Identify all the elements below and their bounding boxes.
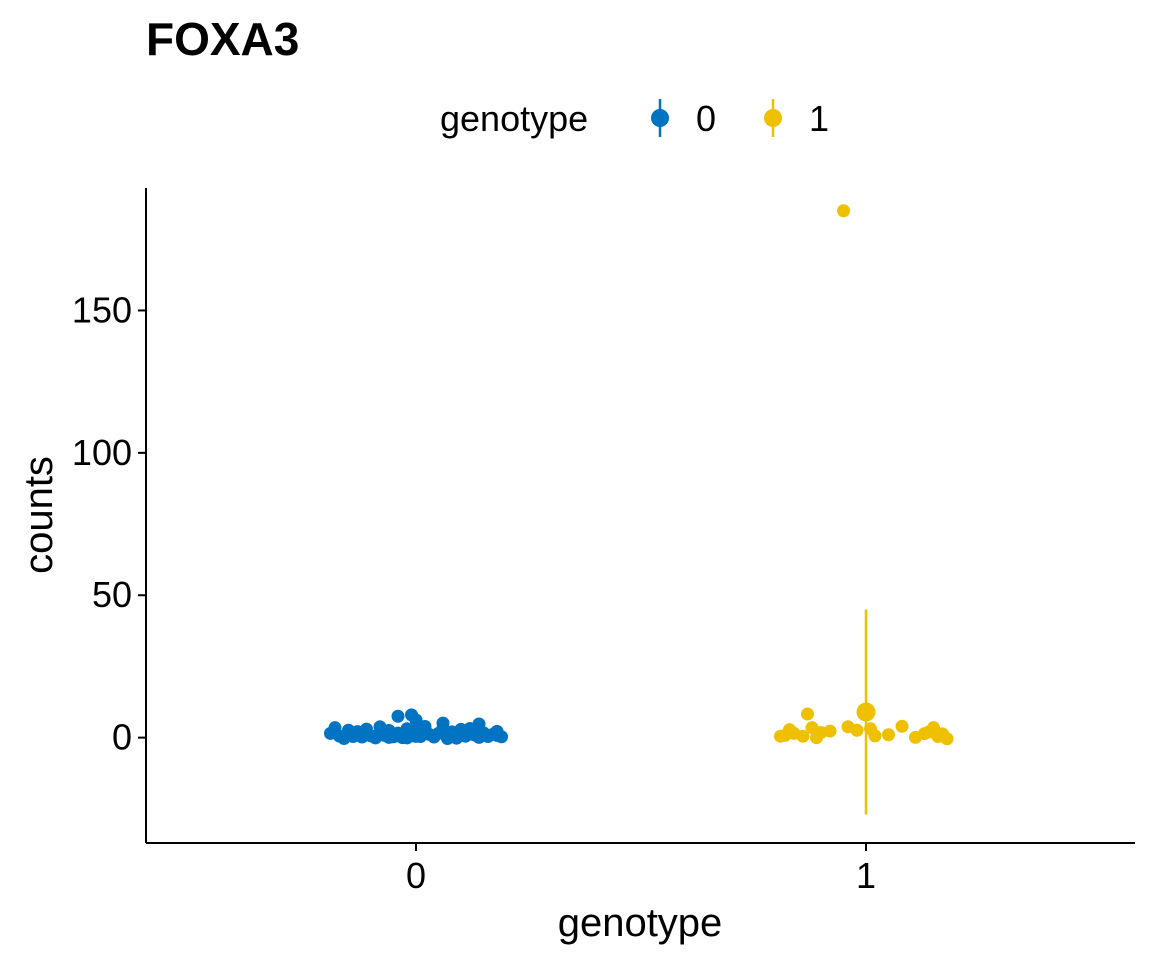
data-point — [490, 728, 504, 742]
data-point — [463, 722, 477, 736]
data-point — [342, 723, 355, 737]
data-point — [409, 713, 423, 727]
data-point — [382, 730, 396, 744]
legend-entry: 0 — [651, 98, 716, 139]
data-point — [837, 204, 850, 218]
data-point — [882, 728, 895, 742]
y-tick-label: 50 — [92, 574, 132, 615]
data-point — [391, 709, 405, 723]
data-point — [868, 729, 882, 743]
data-point — [850, 723, 864, 737]
data-point — [441, 731, 454, 745]
legend-label: 1 — [809, 98, 829, 139]
data-point — [922, 725, 936, 739]
chart-title: FOXA3 — [146, 13, 299, 65]
data-point — [436, 716, 450, 730]
data-point — [801, 707, 814, 721]
legend-entry: 1 — [764, 98, 829, 139]
x-axis-title: genotype — [558, 901, 723, 945]
y-tick-label: 150 — [72, 289, 132, 330]
plot-area: 0 50 100 150 0 1 — [72, 188, 1135, 896]
legend-key-point — [651, 109, 669, 127]
legend-label: 0 — [696, 98, 716, 139]
mean-point — [856, 702, 876, 722]
data-point — [360, 722, 373, 736]
legend: genotype 0 1 — [440, 98, 829, 139]
y-axis-title: counts — [17, 456, 61, 574]
mean-point — [406, 723, 426, 743]
data-point — [940, 732, 954, 746]
legend-title: genotype — [440, 98, 588, 139]
y-tick-label: 100 — [72, 432, 132, 473]
data-point — [895, 719, 909, 733]
x-tick-label: 1 — [856, 855, 876, 896]
data-point — [823, 724, 837, 738]
legend-key-point — [764, 109, 782, 127]
x-tick-label: 0 — [406, 855, 426, 896]
y-tick-label: 0 — [112, 717, 132, 758]
data-point — [774, 729, 787, 743]
data-point — [796, 729, 810, 743]
